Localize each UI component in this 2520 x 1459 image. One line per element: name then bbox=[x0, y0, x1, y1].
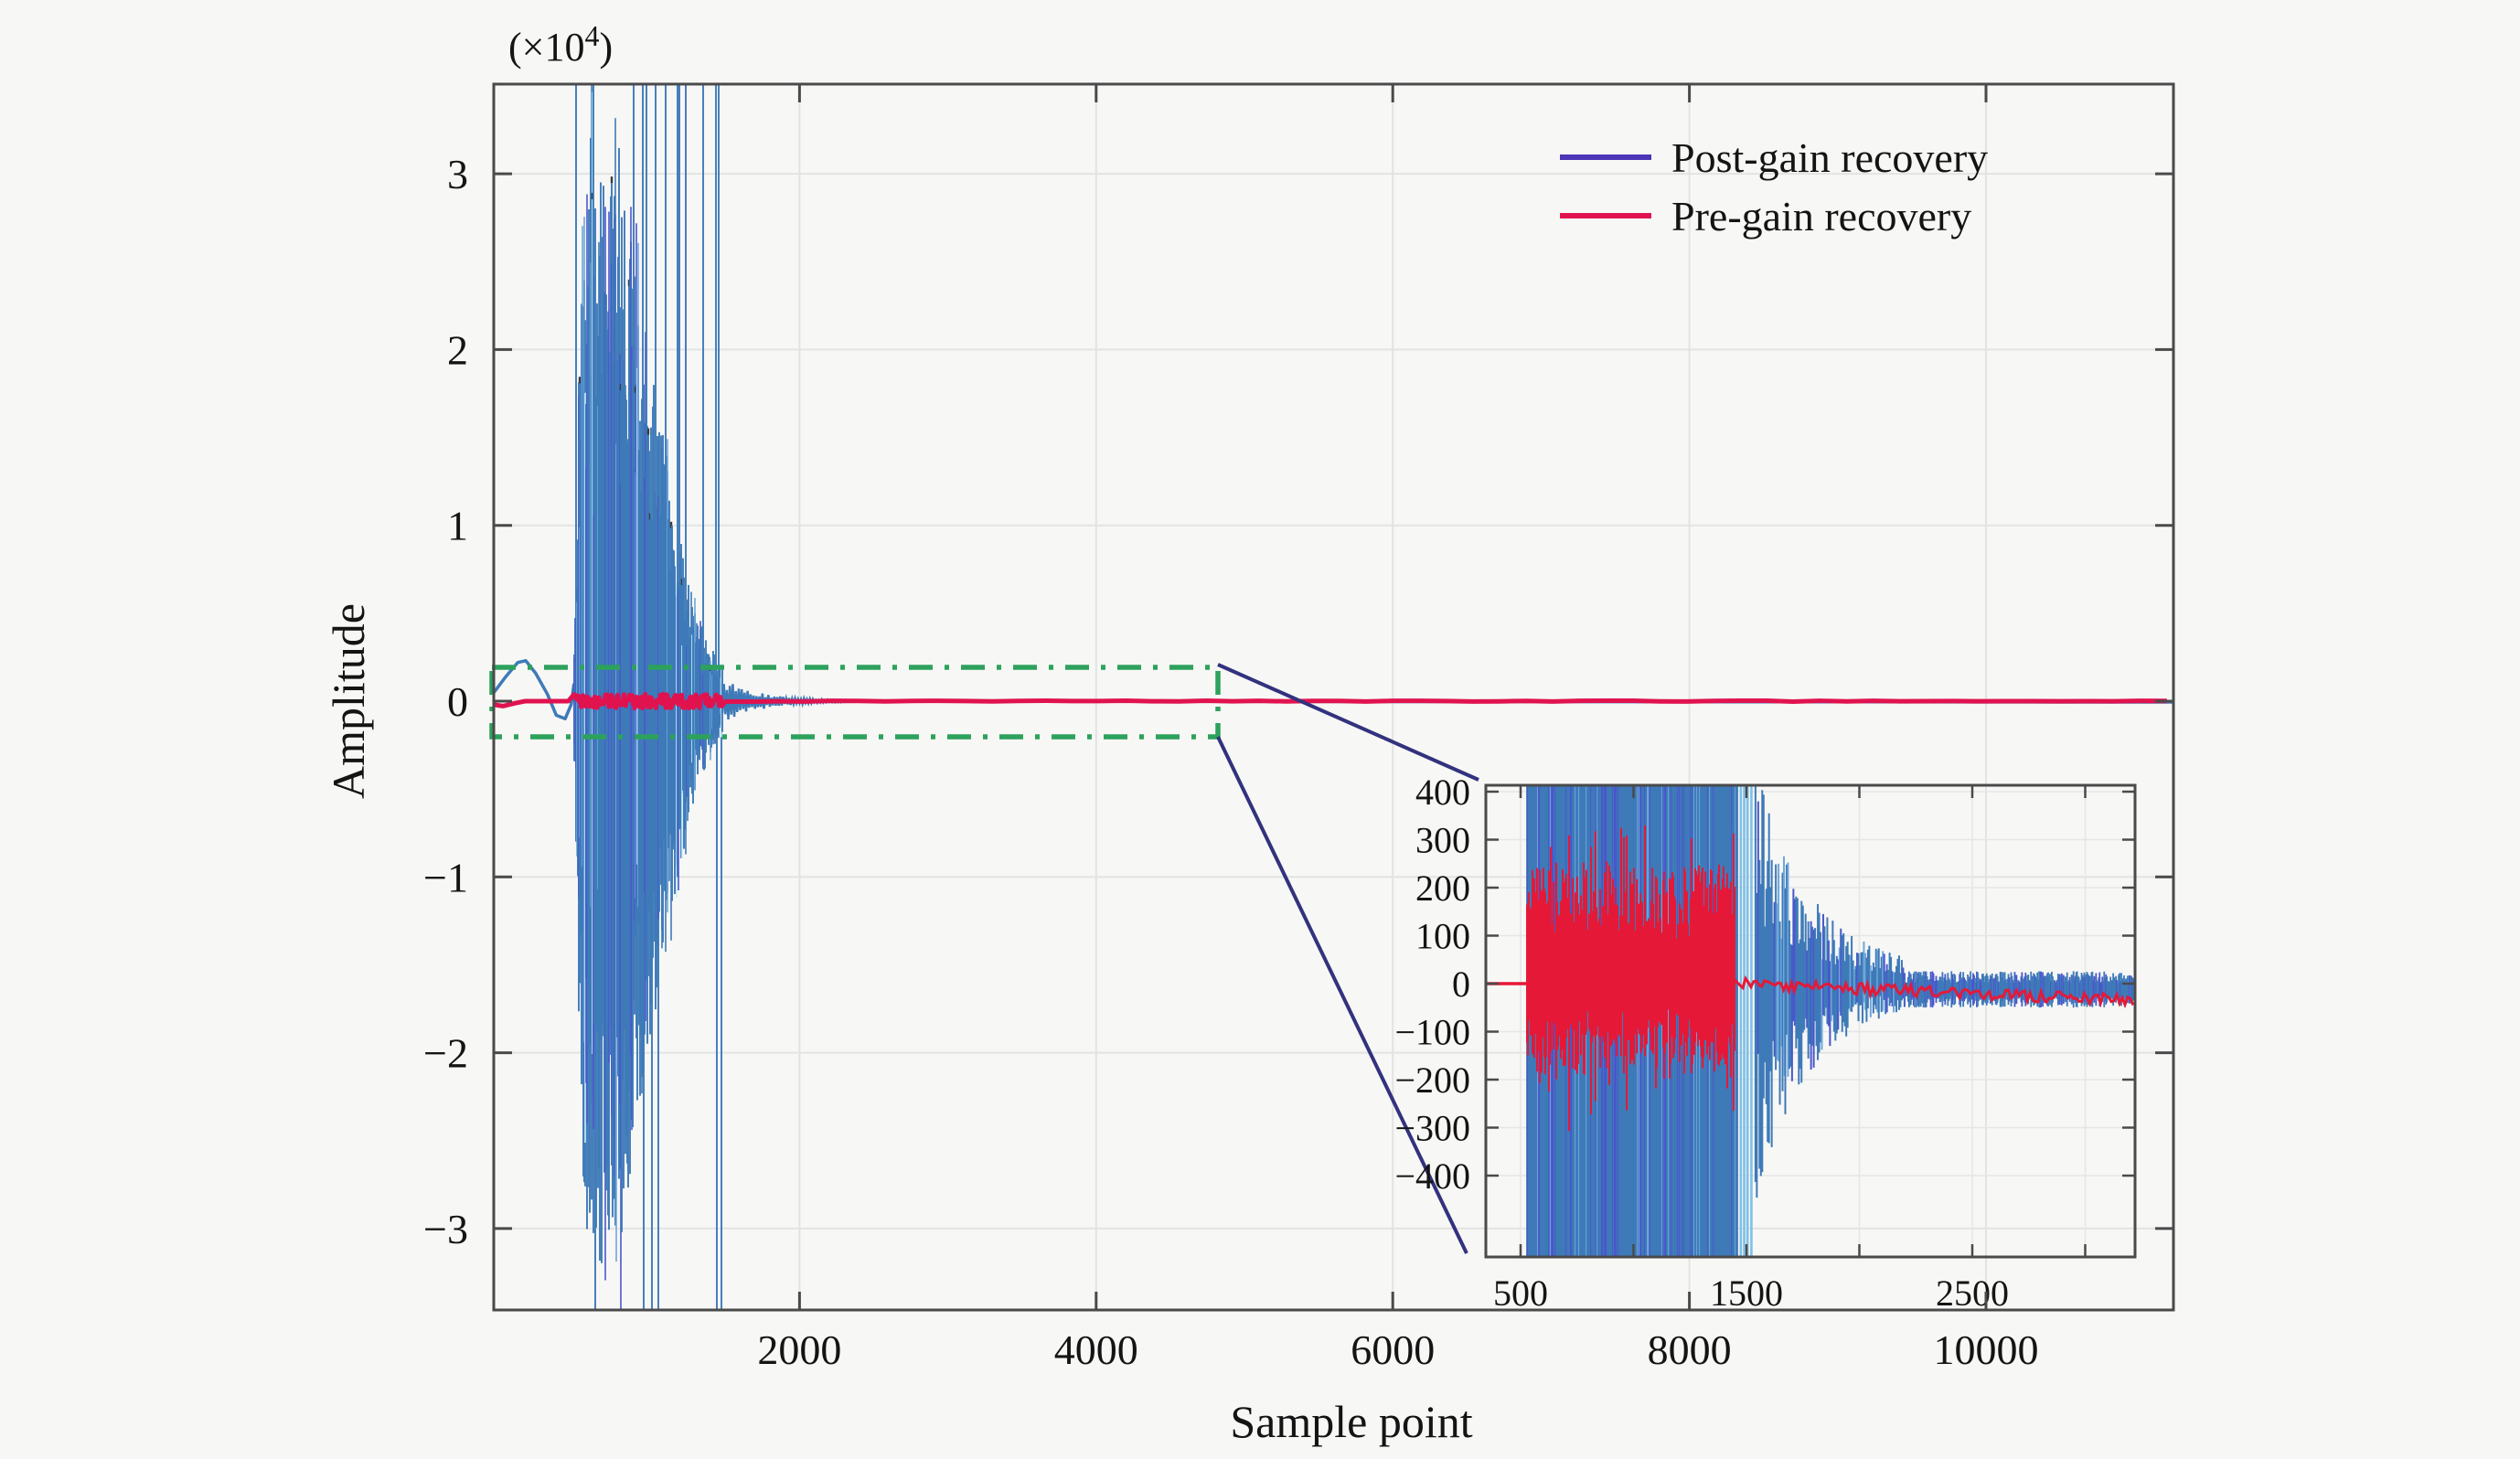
inset-red-tail bbox=[1734, 974, 2135, 1009]
x-tick-labels: 2000 4000 6000 8000 10000 bbox=[757, 1326, 2038, 1373]
x-tick-label: 6000 bbox=[1351, 1326, 1435, 1373]
y-tick-label: 1 bbox=[447, 503, 468, 549]
legend-label-pre-gain: Pre-gain recovery bbox=[1671, 193, 1971, 240]
post-gain-series bbox=[494, 84, 2173, 1310]
inset-y-tick-label: −400 bbox=[1394, 1155, 1470, 1197]
inset-y-tick-label: 400 bbox=[1415, 772, 1470, 813]
x-tick-label: 2000 bbox=[757, 1326, 841, 1373]
y-tick-label: 2 bbox=[447, 326, 468, 373]
connector-line-bottom bbox=[1216, 736, 1468, 1254]
y-tick-label: −3 bbox=[423, 1206, 468, 1252]
y-tick-label: −2 bbox=[423, 1030, 468, 1077]
main-axes-border bbox=[492, 82, 2175, 1312]
inset-axes: 500 1500 2500 400 300 200 100 0 −100 −200 −300 −400 bbox=[1394, 772, 2137, 1314]
inset-tick-labels: 500 1500 2500 400 300 200 100 0 −100 −200 −300 −400 bbox=[1394, 772, 2009, 1314]
y-axis-unit-label: (×104) bbox=[508, 19, 613, 69]
inset-border bbox=[1484, 783, 2137, 1259]
inset-ticks bbox=[1486, 785, 2135, 1257]
legend-label-post-gain: Post-gain recovery bbox=[1671, 134, 1988, 181]
inset-x-tick-label: 500 bbox=[1493, 1273, 1548, 1314]
legend: Post-gain recovery Pre-gain recovery bbox=[1560, 134, 1988, 240]
y-tick-label: −1 bbox=[423, 854, 468, 900]
inset-y-tick-label: 0 bbox=[1452, 964, 1470, 1005]
x-tick-label: 10000 bbox=[1934, 1326, 2039, 1373]
x-axis-title: Sample point bbox=[1230, 1396, 1472, 1447]
inset-y-tick-label: −200 bbox=[1394, 1060, 1470, 1101]
y-tick-label: 0 bbox=[447, 678, 468, 725]
inset-series bbox=[1486, 785, 2135, 1257]
inset-y-tick-label: −100 bbox=[1394, 1012, 1470, 1053]
zoom-region-rectangle bbox=[489, 665, 1221, 740]
y-axis-title: Amplitude bbox=[323, 603, 374, 799]
inset-y-tick-label: −300 bbox=[1394, 1108, 1470, 1149]
x-tick-label: 8000 bbox=[1648, 1326, 1732, 1373]
inset-y-tick-label: 300 bbox=[1415, 820, 1470, 861]
pre-gain-line bbox=[494, 691, 2167, 711]
connector-line-top bbox=[1217, 663, 1479, 782]
pre-gain-series bbox=[494, 691, 2167, 711]
y-tick-labels: 3 2 1 0 −1 −2 −3 bbox=[423, 151, 468, 1252]
inset-connector-lines bbox=[1216, 663, 1479, 1254]
inset-x-tick-label: 1500 bbox=[1710, 1273, 1783, 1314]
inset-y-tick-label: 200 bbox=[1415, 868, 1470, 909]
x-tick-label: 4000 bbox=[1054, 1326, 1138, 1373]
y-tick-label: 3 bbox=[447, 151, 468, 197]
inset-y-tick-label: 100 bbox=[1415, 916, 1470, 957]
main-axis-ticks bbox=[494, 84, 2173, 1310]
inset-x-tick-label: 2500 bbox=[1936, 1273, 2009, 1314]
